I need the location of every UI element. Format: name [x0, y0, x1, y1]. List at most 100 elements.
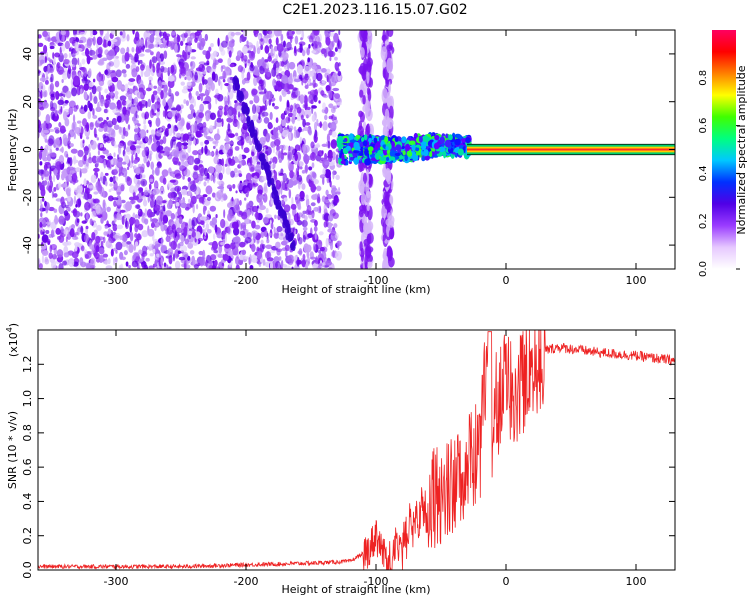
spectrogram-noise-mark [303, 126, 310, 132]
spectrogram-noise-mark [103, 159, 107, 169]
spectrogram-noise-mark [275, 260, 281, 269]
spectrogram-signal-mark [341, 153, 345, 162]
spectrogram-noise-mark [178, 191, 183, 201]
spectrogram-noise-mark [44, 34, 51, 42]
spectrogram-noise-mark [138, 53, 145, 57]
spectrogram-noise-mark [56, 249, 64, 258]
spectrogram-noise-mark [106, 120, 114, 128]
spectrogram-noise-mark [63, 229, 69, 235]
spectrogram-noise-mark [60, 183, 68, 188]
spectrogram-noise-mark [85, 158, 89, 167]
spectrogram-noise-mark [313, 30, 320, 36]
spectrogram-noise-mark [58, 103, 61, 111]
spectrogram-noise-mark [95, 235, 101, 244]
spectrogram-noise-mark [198, 250, 204, 256]
spectrogram-noise-mark [69, 228, 75, 238]
spectrogram-noise-mark [116, 154, 120, 160]
spectrogram-noise-mark [207, 151, 214, 156]
spectrogram-noise-mark [58, 109, 63, 115]
spectrogram-noise-mark [95, 245, 100, 253]
snr-line-layer [38, 330, 675, 570]
spectrogram-noise-mark [150, 161, 155, 170]
spectrogram-noise-mark [213, 133, 221, 141]
spectrogram-noise-mark [192, 150, 199, 156]
spectrogram-noise-mark [121, 240, 127, 247]
snr-multiplier-close: ) [7, 323, 20, 327]
spectrogram-signal-mark [406, 151, 412, 156]
spectrogram-signal-mark [340, 160, 347, 165]
spectrogram-noise-mark [171, 173, 176, 178]
spectrogram-noise-mark [49, 152, 57, 158]
spectrogram-signal-mark [363, 134, 368, 141]
spectrogram-noise-mark [63, 58, 70, 65]
spectrogram-noise-mark [104, 172, 109, 176]
spectrogram-signal-mark [402, 150, 406, 156]
spectrogram-noise-mark [115, 249, 118, 254]
spectrogram-noise-mark [188, 198, 191, 204]
spectrogram-noise-mark [39, 161, 43, 166]
spectrogram-noise-mark [121, 54, 125, 64]
spectrogram-noise-mark [165, 210, 173, 217]
spectrogram-noise-mark [58, 122, 62, 128]
spectrogram-noise-mark [153, 180, 159, 190]
spectrogram-noise-mark [131, 47, 135, 53]
spectrogram-noise-mark [83, 104, 88, 112]
colorbar-tick-label: 0.2 [698, 213, 709, 229]
spectrogram-noise-mark [271, 67, 277, 78]
spectrogram-noise-mark [281, 74, 289, 84]
spectrogram-noise-mark [172, 140, 177, 149]
spectrogram-noise-mark [148, 189, 151, 194]
spectrogram-noise-mark [168, 199, 173, 206]
spectrogram-noise-mark [45, 70, 49, 78]
spectrogram-noise-mark [63, 210, 69, 217]
spectrogram-noise-mark [87, 100, 91, 109]
spectrogram-noise-mark [366, 124, 371, 136]
spectrogram-noise-mark [68, 106, 74, 115]
spectrogram-noise-mark [251, 104, 257, 115]
spectrogram-noise-mark [292, 87, 298, 91]
spectrogram-noise-mark [327, 214, 334, 222]
spectrogram-noise-mark [83, 249, 88, 255]
spectrogram-noise-mark [232, 107, 237, 115]
spectrogram-noise-mark [239, 255, 244, 261]
spectrogram-noise-mark [297, 212, 303, 218]
spectrogram-noise-mark [233, 227, 240, 236]
spectrogram-noise-mark [138, 87, 144, 93]
spectrogram-noise-mark [147, 119, 152, 125]
spectrogram-noise-mark [177, 161, 181, 166]
spectrogram-noise-mark [138, 192, 142, 200]
spectrogram-noise-mark [138, 249, 143, 255]
spectrogram-noise-mark [73, 195, 77, 205]
spectrogram-signal-mark [415, 144, 421, 148]
spectrogram-signal-mark [382, 144, 387, 149]
spectrogram-noise-mark [121, 234, 128, 242]
spectrogram-noise-mark [105, 180, 108, 187]
spectrogram-noise-mark [130, 199, 136, 205]
spectrogram-noise-mark [89, 91, 93, 102]
snr-x-tick-label: -300 [104, 575, 129, 588]
spectrogram-noise-mark [332, 212, 339, 219]
spectrogram-noise-mark [291, 196, 294, 206]
spectrogram-signal-mark [394, 152, 401, 157]
spectrogram-noise-mark [324, 114, 328, 121]
spectrogram-noise-mark [274, 139, 281, 147]
spectrogram-noise-mark [249, 179, 253, 190]
spectrogram-noise-mark [302, 253, 306, 261]
spectrogram-noise-mark [110, 248, 114, 257]
spectrogram-streak-mark [291, 240, 296, 249]
spectrogram-noise-mark [115, 94, 119, 100]
spectrogram-noise-mark [205, 136, 212, 140]
spectrogram-noise-mark [217, 253, 224, 259]
spectrogram-noise-mark [61, 146, 64, 153]
spectrogram-noise-mark [250, 50, 254, 57]
spectrogram-noise-mark [278, 256, 282, 261]
spectrogram-noise-mark [237, 65, 244, 73]
spectrogram-noise-mark [289, 125, 294, 131]
spectrogram-noise-mark [130, 55, 134, 61]
spectrogram-noise-mark [329, 121, 337, 132]
spectrogram-noise-mark [294, 35, 299, 45]
spectrogram-noise-mark [256, 250, 263, 260]
spectrogram-noise-mark [82, 118, 88, 127]
spectrogram-noise-mark [256, 47, 261, 55]
spectrogram-noise-mark [225, 135, 229, 143]
